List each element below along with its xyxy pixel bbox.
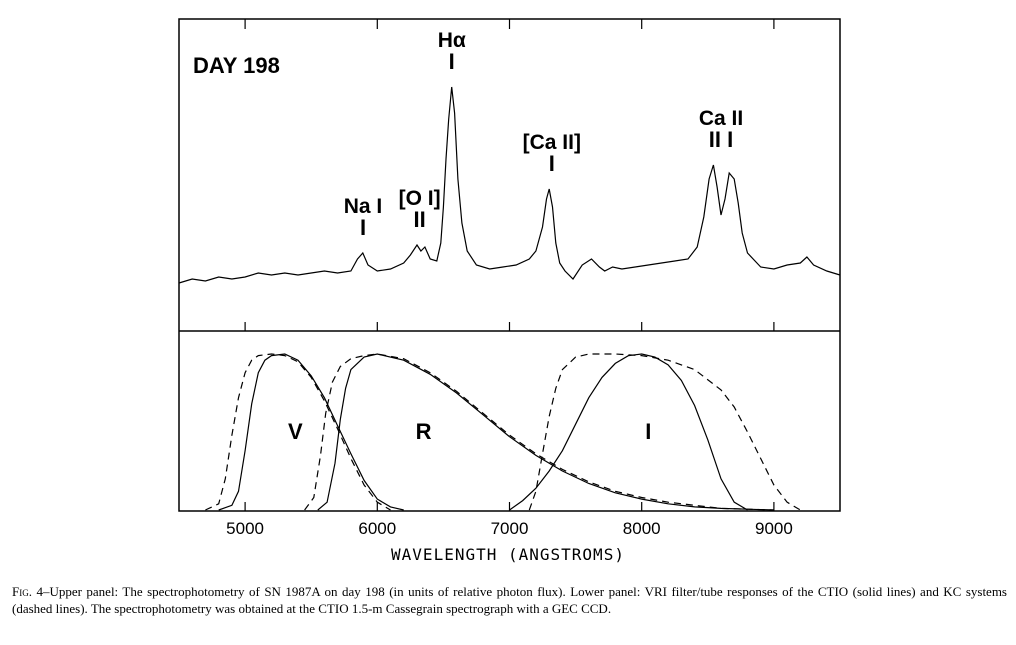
band-label: I xyxy=(645,419,651,444)
x-tick-label: 5000 xyxy=(226,519,264,538)
line-id-label: Ca II xyxy=(699,107,743,130)
filter-curve-V-solid xyxy=(218,353,404,511)
line-id-label: Hα xyxy=(438,29,466,52)
line-marker: II I xyxy=(709,127,733,152)
x-axis-label: WAVELENGTH (ANGSTROMS) xyxy=(391,545,625,564)
x-tick-label: 7000 xyxy=(491,519,529,538)
band-label: V xyxy=(288,419,303,444)
filter-curve-I-solid xyxy=(509,353,748,511)
band-label: R xyxy=(416,419,432,444)
caption-text: 4–Upper panel: The spectrophotometry of … xyxy=(12,584,1007,616)
upper-ticks xyxy=(244,19,775,331)
line-marker: I xyxy=(449,49,455,74)
line-marker: II xyxy=(413,207,425,232)
x-tick-label: 6000 xyxy=(358,519,396,538)
line-id-label: [O I] xyxy=(399,187,441,210)
lower-ticks: 5000 6000 7000 8000 9000 xyxy=(226,502,793,538)
filter-curve-R-dashed xyxy=(304,353,774,511)
line-id-label: [Ca II] xyxy=(523,131,581,154)
panel-title: DAY 198 xyxy=(193,53,280,78)
caption-label: Fig. xyxy=(12,584,32,599)
filter-curve-V-dashed xyxy=(205,353,391,511)
filter-curve-R-solid xyxy=(317,353,774,511)
figure-caption: Fig. 4–Upper panel: The spectrophotometr… xyxy=(12,583,1007,617)
filter-curve-I-dashed xyxy=(528,353,801,511)
x-tick-label: 9000 xyxy=(755,519,793,538)
spectrum-line xyxy=(178,86,841,284)
line-marker: I xyxy=(549,151,555,176)
line-id-label: Na I xyxy=(344,195,383,218)
upper-plot xyxy=(178,86,841,284)
line-marker: I xyxy=(360,215,366,240)
lower-plot xyxy=(205,353,801,511)
x-tick-label: 8000 xyxy=(623,519,661,538)
